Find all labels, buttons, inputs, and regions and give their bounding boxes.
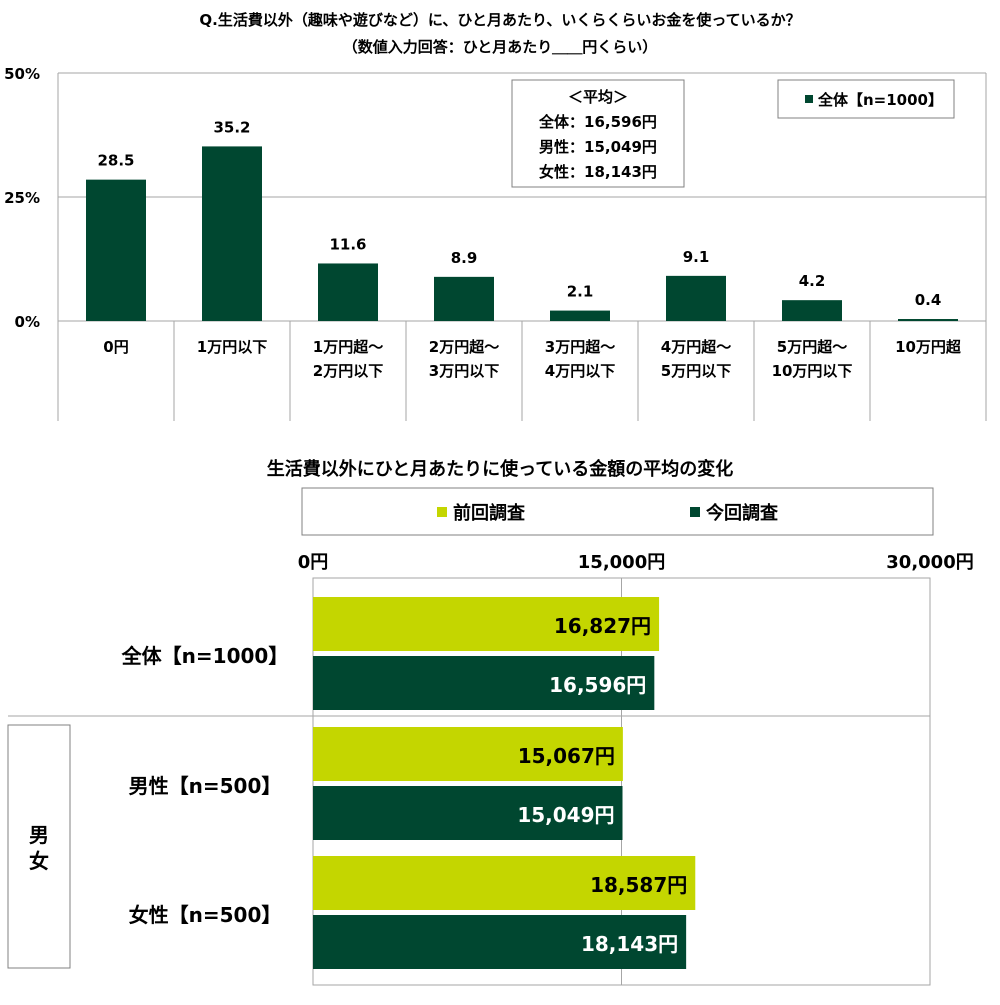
bar — [666, 275, 726, 321]
legend-label-current: 今回調査 — [706, 502, 778, 524]
data-label: 4.2 — [799, 272, 826, 290]
bar-previous — [313, 597, 660, 651]
data-label: 0.4 — [915, 291, 942, 309]
x-tick-label: 30,000円 — [886, 552, 973, 573]
average-box — [511, 79, 685, 188]
chart2-title: 生活費以外にひと月あたりに使っている金額の平均の変化 — [267, 458, 734, 480]
x-tick-label: 3万円超～ — [545, 338, 615, 356]
average-line: 全体：16,596円 — [538, 113, 657, 131]
legend2-box — [301, 487, 934, 536]
row-label: 全体【n=1000】 — [121, 644, 289, 668]
legend-label: 全体【n=1000】 — [817, 91, 943, 109]
data-label: 8.9 — [451, 249, 478, 267]
data-label-current: 18,143円 — [581, 932, 678, 956]
data-label: 11.6 — [329, 235, 366, 253]
data-label: 35.2 — [213, 118, 250, 136]
bar-current — [313, 786, 623, 840]
data-label-previous: 18,587円 — [590, 873, 687, 897]
bar-previous — [313, 856, 696, 910]
y-tick-label: 50% — [4, 65, 40, 83]
x-tick-label: 5万円以下 — [661, 362, 731, 380]
chart1-title: Q.生活費以外（趣味や遊びなど）に、ひと月あたり、いくらくらいお金を使っているか… — [199, 11, 800, 29]
bar-current — [313, 656, 655, 710]
bar — [434, 276, 494, 321]
bar — [550, 310, 610, 321]
row-label: 男性【n=500】 — [129, 774, 282, 798]
group-box — [7, 724, 71, 969]
legend-swatch — [805, 95, 813, 103]
average-line: 男性：15,049円 — [539, 138, 657, 156]
chart1-subtitle: （数値入力回答：ひと月あたり＿＿円くらい） — [343, 38, 658, 56]
x-tick-label: 3万円以下 — [429, 362, 499, 380]
data-label-previous: 16,827円 — [554, 614, 651, 638]
bar — [898, 319, 958, 321]
group-label: 男女 — [29, 823, 49, 873]
x-tick-label: 10万円以下 — [772, 362, 853, 380]
x-tick-label: 1万円以下 — [197, 338, 267, 356]
average-line: 女性：18,143円 — [539, 163, 657, 181]
bar — [86, 179, 146, 321]
bar — [202, 146, 262, 321]
x-tick-label: 0円 — [298, 552, 329, 573]
x-tick-label: 1万円超～ — [313, 338, 383, 356]
average-heading: ＜平均＞ — [568, 88, 628, 106]
x-tick-label: 2万円超～ — [429, 338, 499, 356]
x-tick-label: 5万円超～ — [777, 338, 847, 356]
row-label: 女性【n=500】 — [129, 903, 282, 927]
data-label-current: 15,049円 — [517, 803, 614, 827]
legend-label-previous: 前回調査 — [453, 502, 525, 524]
bar-previous — [313, 727, 623, 781]
legend-swatch-previous — [437, 507, 447, 517]
bar — [318, 263, 378, 321]
data-label: 2.1 — [567, 283, 594, 301]
data-label: 9.1 — [683, 248, 710, 266]
y-tick-label: 25% — [4, 189, 40, 207]
x-tick-label: 4万円超～ — [661, 338, 731, 356]
data-label-current: 16,596円 — [549, 673, 646, 697]
x-tick-label: 0円 — [103, 338, 128, 356]
legend-swatch-current — [690, 507, 700, 517]
bar-current — [313, 915, 687, 969]
x-tick-label: 10万円超 — [895, 338, 962, 356]
x-tick-label: 15,000円 — [578, 552, 665, 573]
x-tick-label: 4万円以下 — [545, 362, 615, 380]
data-label: 28.5 — [97, 152, 134, 170]
x-tick-label: 2万円以下 — [313, 362, 383, 380]
bar — [782, 300, 842, 321]
data-label-previous: 15,067円 — [518, 744, 615, 768]
y-tick-label: 0% — [15, 313, 40, 331]
